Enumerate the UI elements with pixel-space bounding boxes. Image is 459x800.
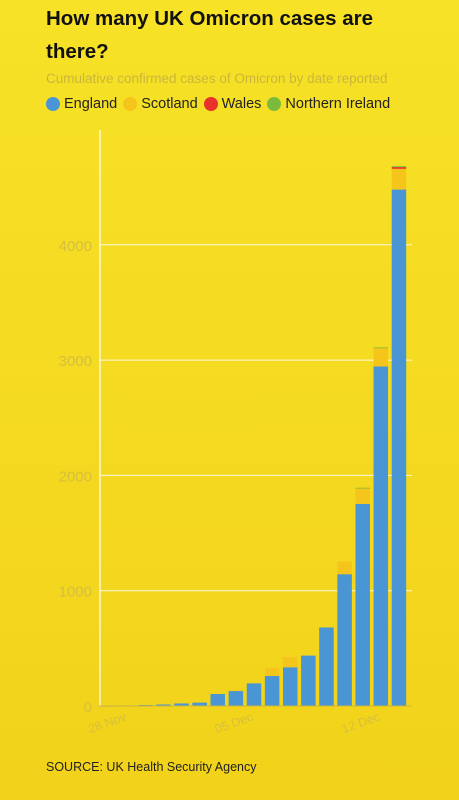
bar-england-8 [246,683,262,706]
bar-northern-ireland-14 [355,487,370,489]
legend-label-england: England [64,96,118,112]
bar-england-3 [156,704,171,706]
legend-swatch-england [46,97,60,111]
y-tick-label-4000: 4000 [59,238,92,255]
bar-northern-ireland-16 [391,166,407,168]
bar-scotland-10 [282,657,298,668]
chart-legend: England Scotland Wales Northern Ireland [46,96,396,112]
bar-chart: 0 1000 2000 3000 4000 28 Nov 05 Dec 12 Dec [59,130,412,737]
y-tick-label-3000: 3000 [59,353,92,370]
bar-wales-16 [391,167,407,169]
x-tick-label-28-nov: 28 Nov [86,709,129,736]
bar-scotland-9 [264,667,280,676]
legend-label-scotland: Scotland [141,96,198,112]
legend-swatch-northern-ireland [267,97,282,111]
bar-england-16 [391,189,407,706]
bar-northern-ireland-15 [373,347,389,349]
chart-subtitle: Cumulative confirmed cases of Omicron by… [46,71,388,86]
legend-label-northern-ireland: Northern Ireland [285,96,391,112]
y-tick-label-2000: 2000 [59,468,92,485]
legend-item-northern-ireland: Northern Ireland [267,96,390,112]
bar-england-7 [228,690,244,706]
bar-scotland-15 [373,347,389,367]
bar-england-10 [282,667,298,706]
bar-scotland-14 [355,488,370,504]
bar-england-15 [373,366,389,706]
bar-england-9 [264,675,280,706]
legend-swatch-wales [203,97,218,111]
y-tick-label-1000: 1000 [59,584,92,601]
bar-england-13 [337,574,352,706]
legend-item-scotland: Scotland [123,96,198,112]
legend-item-wales: Wales [203,96,262,112]
bar-scotland-7 [228,690,244,692]
bar-scotland-13 [337,561,352,575]
legend-item-england: England [46,96,117,112]
bar-england-5 [192,702,207,706]
bar-scotland-16 [391,168,407,190]
legend-swatch-scotland [123,97,138,111]
x-tick-label-05-dec: 05 Dec [213,710,255,737]
legend-label-wales: Wales [221,96,262,112]
bar-england-14 [355,503,370,706]
bar-england-4 [174,703,189,706]
x-tick-label-12-dec: 12 Dec [340,710,382,737]
bar-england-11 [301,655,316,706]
bar-england-6 [210,694,226,706]
chart-title: How many UK Omicron cases are there? [46,7,373,63]
chart-source: SOURCE: UK Health Security Agency [46,760,257,774]
bar-england-12 [319,627,334,706]
y-tick-label-0: 0 [84,699,92,716]
